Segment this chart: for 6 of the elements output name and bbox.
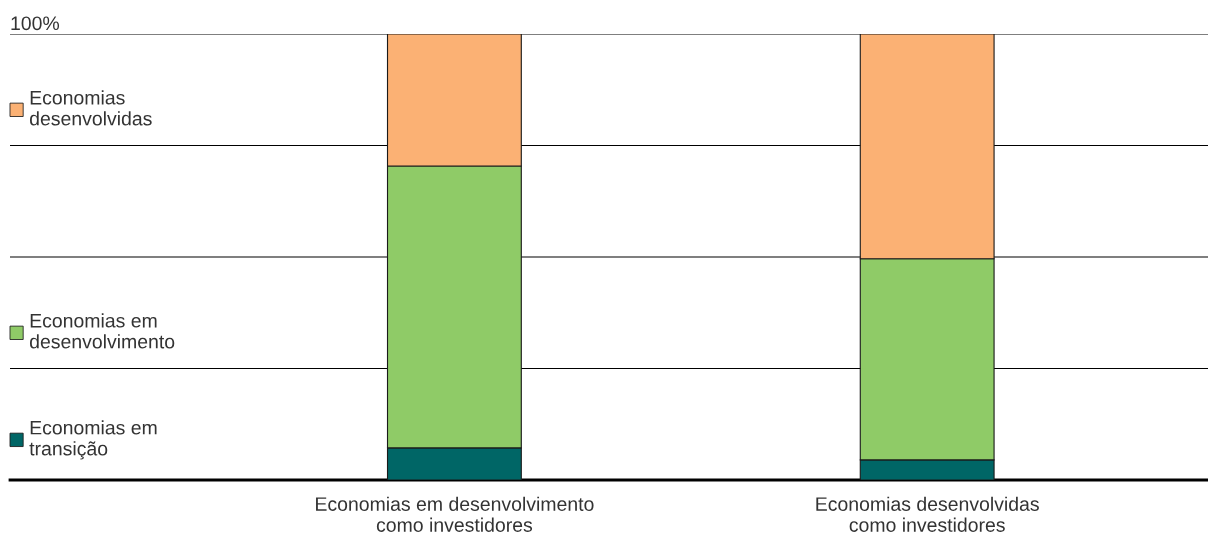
legend-label: Economias em desenvolvimento — [29, 313, 175, 349]
legend-label: Economias desenvolvidas — [29, 90, 152, 126]
text: 100% — [11, 16, 60, 31]
legend-label: Economias em transição — [29, 420, 157, 460]
x-tick-label: Economias em desenvolvimento como investidores — [316, 496, 594, 532]
x-tick-label: Economias desenvolvidas como investidores — [816, 496, 1039, 532]
